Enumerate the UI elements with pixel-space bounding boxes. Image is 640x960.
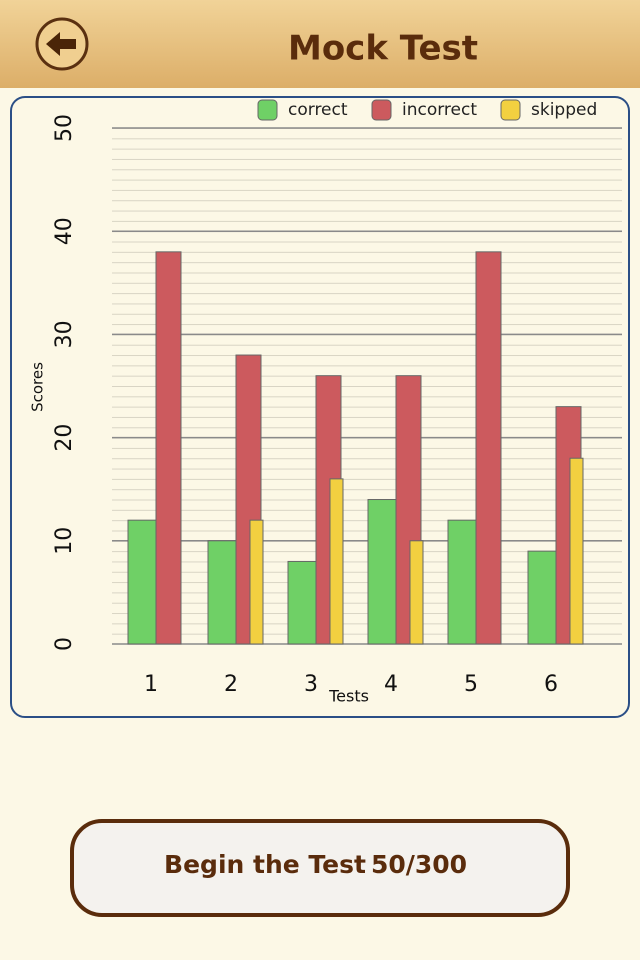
y-tick-label: 20 bbox=[52, 424, 77, 452]
back-button[interactable] bbox=[35, 17, 89, 71]
bar bbox=[329, 478, 344, 645]
bar bbox=[527, 550, 557, 645]
bar bbox=[207, 540, 237, 645]
bar bbox=[409, 540, 424, 645]
x-tick-label: 6 bbox=[544, 672, 558, 697]
bar bbox=[127, 519, 157, 645]
bar bbox=[447, 519, 477, 645]
bar bbox=[569, 457, 584, 645]
legend-label: skipped bbox=[531, 100, 597, 120]
legend-swatch bbox=[257, 99, 278, 121]
y-tick-label: 0 bbox=[52, 637, 77, 651]
legend-swatch bbox=[500, 99, 521, 121]
x-tick-label: 5 bbox=[464, 672, 478, 697]
y-tick-label: 10 bbox=[52, 527, 77, 555]
button-progress: 50/300 bbox=[371, 850, 467, 879]
page-title: Mock Test bbox=[288, 29, 478, 69]
header-bar bbox=[0, 0, 640, 88]
x-axis-label: Tests bbox=[328, 687, 369, 706]
y-tick-label: 40 bbox=[52, 217, 77, 245]
bar bbox=[249, 519, 264, 645]
bar bbox=[475, 251, 502, 645]
legend-label: correct bbox=[288, 100, 348, 120]
bar bbox=[367, 499, 397, 645]
bar bbox=[155, 251, 182, 645]
x-tick-label: 3 bbox=[304, 672, 318, 697]
bar bbox=[287, 560, 317, 645]
x-tick-label: 4 bbox=[384, 672, 398, 697]
y-tick-label: 30 bbox=[52, 320, 77, 348]
legend-label: incorrect bbox=[402, 100, 477, 120]
x-tick-label: 1 bbox=[144, 672, 158, 697]
button-label: Begin the Test bbox=[164, 850, 366, 879]
legend-swatch bbox=[371, 99, 392, 121]
chart: 0 10 20 30 40 50 Scores Tests 1 2 3 4 5 6 correct incor… bbox=[29, 99, 622, 706]
begin-button[interactable]: Begin the Test 50/300 bbox=[70, 819, 570, 917]
x-tick-label: 2 bbox=[224, 672, 238, 697]
y-axis-label: Scores bbox=[29, 362, 47, 412]
y-tick-label: 50 bbox=[52, 114, 77, 142]
